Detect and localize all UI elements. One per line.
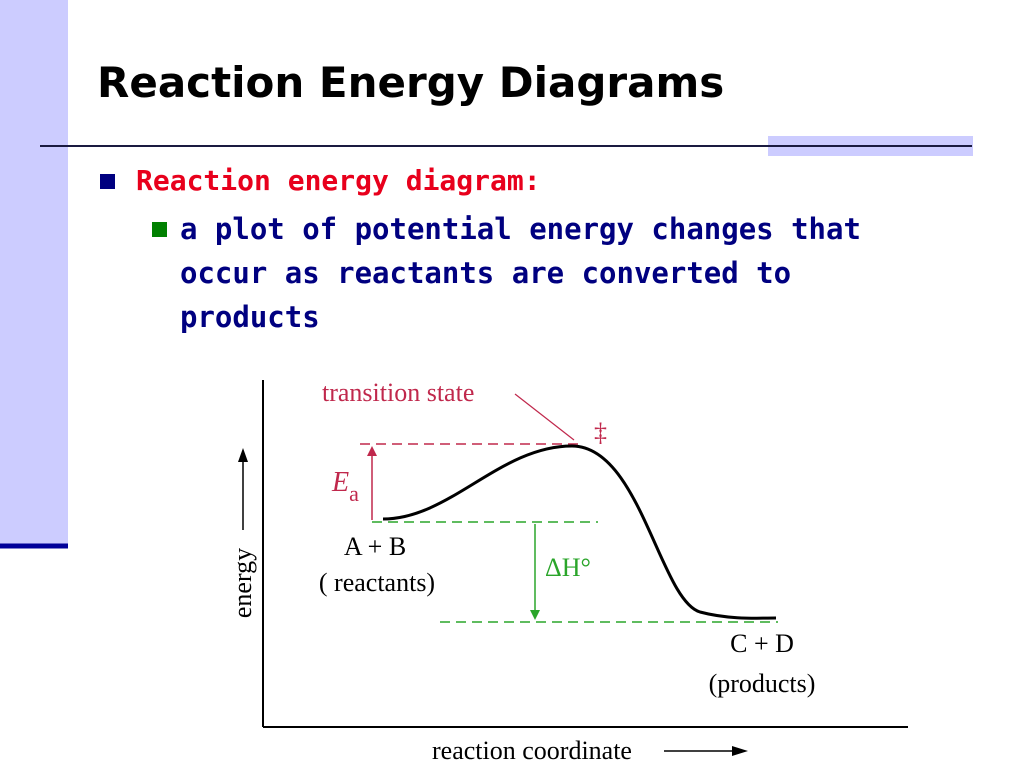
reactants-note: ( reactants) [319, 568, 435, 597]
bullet-text: Reaction energy diagram: [136, 164, 541, 197]
ea-symbol: E [331, 467, 349, 498]
slide-title: Reaction Energy Diagrams [97, 58, 725, 107]
double-dagger: ‡ [594, 418, 607, 447]
ts-pointer [514, 393, 575, 441]
dh-arrowhead [530, 610, 540, 620]
ea-arrowhead [367, 446, 377, 456]
x-axis-arrowhead [732, 746, 748, 756]
ea-label: Ea [331, 467, 359, 506]
energy-diagram: transition state ‡ Ea A + B ( reactants)… [228, 378, 908, 765]
products-note: (products) [709, 669, 816, 698]
x-axis-label: reaction coordinate [432, 736, 632, 765]
y-axis-arrowhead [238, 448, 248, 462]
products-label: C + D [730, 629, 794, 658]
y-axis-label: energy [228, 548, 257, 618]
reactants-label: A + B [344, 532, 406, 561]
ts-label: transition state [322, 378, 474, 407]
side-bar [0, 0, 68, 546]
bullet-marker [100, 174, 115, 189]
subbullet-text: a plot of potential energy changes that … [180, 212, 861, 334]
subbullet-marker [152, 222, 167, 237]
ea-subscript: a [349, 481, 359, 506]
energy-curve [382, 444, 777, 620]
dh-label: ΔH° [545, 553, 591, 582]
